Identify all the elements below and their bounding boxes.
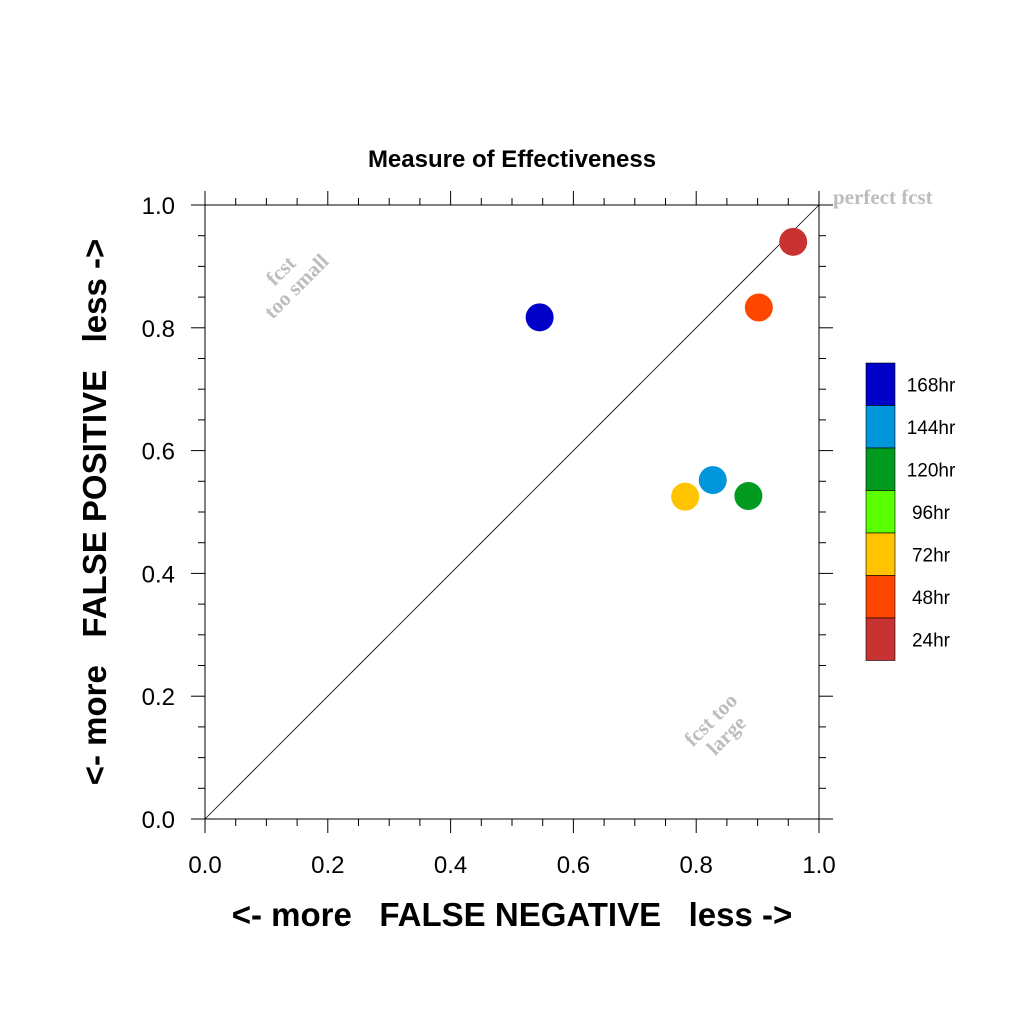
data-points [525, 227, 808, 511]
legend-label-96hr: 96hr [912, 503, 951, 524]
annotation-fcst-too-small: fcst too small [259, 249, 333, 323]
legend: 168hr 144hr 120hr 96hr 72hr 48hr 24hr [865, 362, 956, 661]
data-point-48hr [744, 293, 773, 322]
annotation-small-line2: too small [259, 249, 333, 323]
legend-swatch-168hr [865, 362, 896, 406]
legend-swatch-96hr [865, 490, 896, 534]
y-tick-label: 0.0 [142, 807, 175, 834]
x-tick-label: 0.8 [680, 852, 713, 879]
data-point-120hr [734, 482, 763, 511]
legend-swatch-72hr [865, 532, 896, 576]
legend-label-48hr: 48hr [912, 588, 951, 609]
annotation-fcst-too-large: fcst too large [679, 688, 750, 759]
data-point-24hr [779, 227, 808, 256]
legend-label-120hr: 120hr [907, 460, 956, 481]
legend-swatch-120hr [865, 447, 896, 491]
tick-marks [191, 191, 833, 833]
data-point-72hr [671, 482, 700, 511]
legend-swatch-48hr [865, 575, 896, 619]
x-tick-label: 1.0 [802, 852, 835, 879]
x-axis-label: <- more FALSE NEGATIVE less -> [232, 896, 793, 933]
tick-labels: 0.0 0.2 0.4 0.6 0.8 1.0 0.0 0.2 0.4 0.6 0.8 1.0 [142, 193, 836, 879]
diagonal-reference-line [204, 204, 820, 820]
legend-label-168hr: 168hr [907, 375, 956, 396]
x-tick-label: 0.0 [188, 852, 221, 879]
chart-title: Measure of Effectiveness [368, 146, 656, 173]
data-point-168hr [525, 303, 554, 332]
legend-label-72hr: 72hr [912, 545, 951, 566]
plot-frame [204, 204, 820, 820]
x-tick-label: 0.6 [557, 852, 590, 879]
y-tick-label: 0.6 [142, 439, 175, 466]
legend-label-144hr: 144hr [907, 418, 956, 439]
y-axis-label: <- more FALSE POSITIVE less -> [76, 239, 113, 786]
y-tick-label: 1.0 [142, 193, 175, 220]
x-tick-label: 0.4 [434, 852, 467, 879]
legend-swatch-144hr [865, 405, 896, 449]
annotation-perfect-fcst: perfect fcst [833, 185, 933, 209]
legend-label-24hr: 24hr [912, 630, 951, 651]
data-point-144hr [698, 466, 727, 495]
legend-swatch-24hr [865, 617, 896, 661]
y-tick-label: 0.8 [142, 316, 175, 343]
x-tick-label: 0.2 [311, 852, 344, 879]
y-tick-label: 0.4 [142, 561, 175, 588]
y-tick-label: 0.2 [142, 684, 175, 711]
